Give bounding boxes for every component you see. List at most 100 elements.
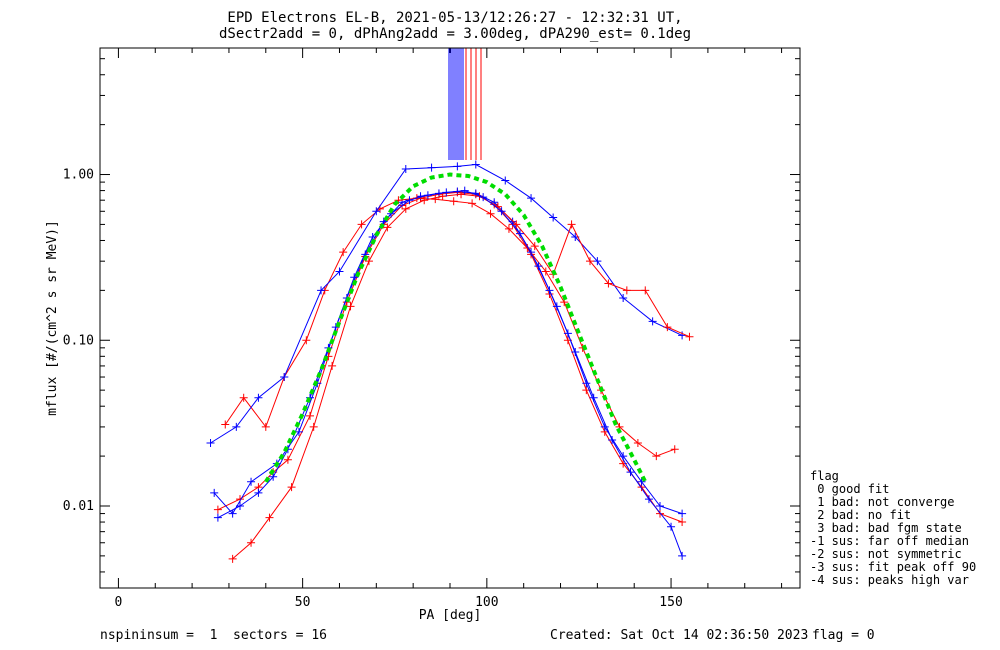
legend-item: -1 sus: far off median <box>810 534 969 548</box>
data-point <box>383 223 392 232</box>
data-point <box>401 164 410 173</box>
data-point <box>213 513 222 522</box>
y-tick-label: 0.10 <box>63 333 94 348</box>
data-point <box>265 513 274 522</box>
legend-item: 2 bad: no fit <box>810 508 912 522</box>
data-point <box>302 336 311 345</box>
data-point <box>534 262 543 271</box>
data-point <box>468 199 477 208</box>
y-tick-label: 0.01 <box>63 499 94 514</box>
data-point <box>619 293 628 302</box>
data-point <box>593 257 602 266</box>
data-point <box>423 191 432 200</box>
chart-subtitle: dSectr2add = 0, dPhAng2add = 3.00deg, dP… <box>219 26 691 42</box>
legend-item: 3 bad: bad fgm state <box>810 521 962 535</box>
x-axis-label: PA [deg] <box>419 608 482 623</box>
footer-created: Created: Sat Oct 14 02:36:50 2023 <box>550 628 809 643</box>
data-point <box>512 220 521 229</box>
x-tick-label: 50 <box>295 595 311 610</box>
data-point <box>678 331 687 340</box>
flag-legend: flag 0 good fit 1 bad: not converge 2 ba… <box>810 470 976 587</box>
data-point <box>497 207 506 216</box>
data-point <box>213 505 222 514</box>
data-point <box>339 248 348 257</box>
data-point <box>309 422 318 431</box>
data-point <box>604 279 613 288</box>
series-line-3 <box>210 163 683 444</box>
data-point <box>530 242 539 251</box>
data-point <box>637 477 646 486</box>
data-point <box>280 373 289 382</box>
series-line-2 <box>224 197 675 457</box>
data-point <box>471 160 480 169</box>
data-point <box>335 267 344 276</box>
data-point <box>364 257 373 266</box>
data-point <box>479 193 488 202</box>
data-point <box>254 393 263 402</box>
data-point <box>294 427 303 436</box>
data-point <box>678 509 687 518</box>
data-point <box>442 188 451 197</box>
legend-item: -3 sus: fit peak off 90 <box>810 560 977 574</box>
data-point <box>541 267 550 276</box>
data-point <box>523 244 532 253</box>
data-point <box>501 176 510 185</box>
data-point <box>670 445 679 454</box>
data-point <box>427 163 436 172</box>
data-point <box>622 286 631 295</box>
x-tick-label: 100 <box>475 595 498 610</box>
data-point <box>317 286 326 295</box>
data-point <box>239 393 248 402</box>
data-point <box>516 229 524 238</box>
data-point <box>552 302 561 311</box>
data-point <box>228 509 237 518</box>
y-tick-label: 1.00 <box>63 168 94 183</box>
data-point <box>685 332 694 341</box>
data-point <box>678 518 687 527</box>
data-point <box>346 302 355 311</box>
data-point <box>269 472 278 481</box>
series-line-1 <box>217 190 683 519</box>
fit-curve <box>264 172 648 483</box>
data-point <box>438 192 447 201</box>
data-point <box>232 422 241 431</box>
legend-item: flag <box>810 469 839 483</box>
data-point <box>405 196 414 205</box>
data-point <box>586 257 594 266</box>
data-point <box>656 501 664 510</box>
data-point <box>527 194 536 203</box>
data-point <box>420 196 429 205</box>
data-point <box>663 323 672 332</box>
data-point <box>228 554 237 563</box>
legend-item: -4 sus: peaks high var <box>810 573 969 587</box>
legend-item: 1 bad: not converge <box>810 495 955 509</box>
legend-item: -2 sus: not symmetric <box>810 547 962 561</box>
data-point <box>283 455 292 464</box>
data-point <box>453 162 462 171</box>
data-point <box>431 195 440 204</box>
data-point <box>210 488 219 497</box>
data-point <box>401 204 410 213</box>
data-point <box>261 422 270 431</box>
series-line-0 <box>217 191 683 523</box>
y-axis-label: mflux [#/(cm^2 s sr MeV)] <box>45 220 60 416</box>
data-point <box>567 220 576 229</box>
data-point <box>589 393 598 402</box>
data-point <box>460 186 469 195</box>
data-point <box>652 452 661 461</box>
series-line-5 <box>213 190 683 557</box>
chart-title: EPD Electrons EL-B, 2021-05-13/12:26:27 … <box>227 10 682 26</box>
data-point <box>221 420 230 429</box>
plot-frame <box>99 47 801 589</box>
data-point <box>357 220 366 229</box>
data-point <box>549 213 558 222</box>
data-point <box>626 468 635 477</box>
data-point <box>287 483 296 492</box>
data-point <box>678 551 687 560</box>
data-point <box>644 495 653 504</box>
data-point <box>504 224 513 233</box>
data-point <box>328 361 337 370</box>
data-point <box>206 438 215 447</box>
data-point <box>571 347 580 356</box>
